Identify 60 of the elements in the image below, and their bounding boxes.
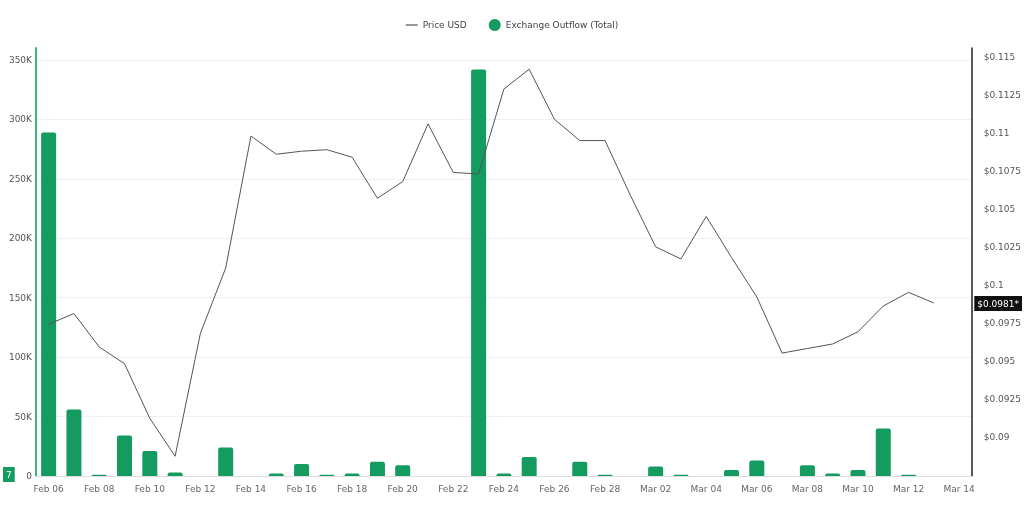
x-tick-label: Mar 12 (892, 483, 925, 494)
x-tick-label: Mar 04 (690, 483, 723, 494)
y2-tick-label: $0.1 (983, 279, 1004, 290)
y2-tick-label: $0.1125 (983, 90, 1021, 101)
bar (471, 69, 487, 476)
bar (749, 460, 765, 476)
y-tick-label: 100K (8, 352, 34, 363)
text: 7 (6, 469, 12, 480)
x-tick-label: Feb 14 (235, 483, 267, 494)
y-tick-label: 50K (14, 411, 34, 422)
bar (521, 456, 537, 476)
bar (648, 466, 664, 476)
y-tick-label: 250K (8, 173, 34, 184)
bar (117, 435, 133, 476)
x-tick-label: Feb 08 (84, 483, 115, 494)
y2-tick-label: $0.11 (983, 127, 1010, 138)
y-tick-label: 0 (26, 471, 33, 481)
y2-tick-label: $0.105 (983, 203, 1016, 214)
bar (395, 465, 411, 476)
bar (724, 470, 740, 476)
x-tick-label: Mar 08 (791, 483, 824, 494)
x-tick-label: Feb 10 (134, 483, 166, 494)
y-tick-label: 200K (8, 233, 34, 244)
y2-tick-label: $0.1025 (983, 241, 1021, 252)
bar (41, 132, 57, 476)
x-tick-label: Feb 22 (438, 483, 469, 494)
bar (799, 465, 815, 476)
x-tick-label: Feb 24 (488, 483, 520, 494)
x-tick-label: Feb 12 (185, 483, 216, 494)
bar (142, 451, 158, 476)
x-tick-label: Mar 14 (943, 483, 976, 494)
x-tick-label: Mar 02 (639, 483, 672, 494)
y2-tick-label: $0.0925 (983, 393, 1021, 404)
x-tick-label: Feb 28 (589, 483, 621, 494)
x-tick-label: Feb 20 (387, 483, 419, 494)
bar (850, 470, 866, 476)
x-tick-label: Mar 06 (741, 483, 773, 494)
y-tick-label: 350K (8, 54, 34, 65)
legend-label: Price USD (422, 20, 467, 30)
y2-tick-label: $0.0975 (983, 317, 1021, 328)
y2-tick-label: $0.09 (983, 431, 1010, 442)
bar (218, 447, 234, 476)
bar (66, 409, 82, 476)
line-series (48, 68, 935, 457)
x-tick-label: Feb 18 (337, 483, 368, 494)
bar (294, 464, 310, 476)
y2-tick-label: $0.115 (983, 52, 1016, 63)
y2-tick-label: $0.095 (983, 355, 1016, 366)
y-tick-label: 150K (8, 292, 34, 303)
x-tick-label: Feb 16 (286, 483, 317, 494)
x-tick-label: Feb 06 (33, 483, 65, 494)
text: $0.0981* (977, 298, 1020, 309)
legend-label: Exchange Outflow (Total) (505, 20, 619, 30)
y2-tick-label: $0.1075 (983, 165, 1021, 176)
x-tick-label: Mar 10 (842, 483, 874, 494)
bar (369, 461, 385, 476)
bar (875, 428, 891, 476)
y-tick-label: 300K (8, 114, 34, 125)
bar (572, 461, 588, 476)
x-tick-label: Feb 26 (539, 483, 570, 494)
